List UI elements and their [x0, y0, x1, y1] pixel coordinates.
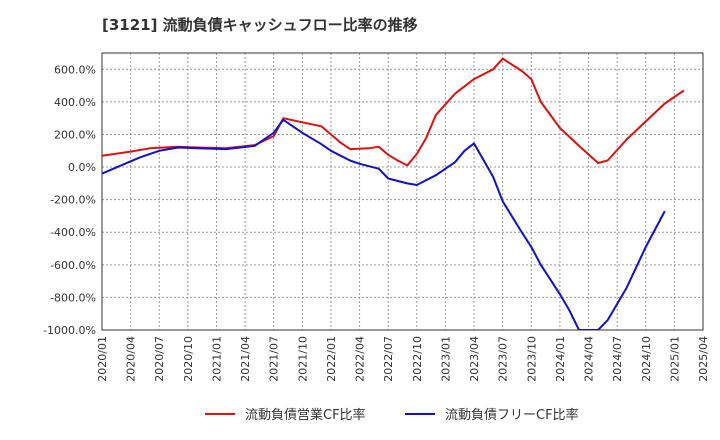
- x-tick-label: 2020/04: [125, 336, 138, 382]
- x-tick-label: 2024/01: [554, 336, 567, 382]
- x-tick-label: 2021/01: [210, 336, 223, 382]
- y-tick-label: -1000.0%: [43, 324, 96, 337]
- x-tick-label: 2023/04: [468, 336, 481, 382]
- y-tick-label: 200.0%: [54, 128, 96, 141]
- x-tick-label: 2021/04: [239, 336, 252, 382]
- x-tick-label: 2023/10: [525, 336, 538, 382]
- x-tick-label: 2022/10: [411, 336, 424, 382]
- y-tick-label: 600.0%: [54, 63, 96, 76]
- legend-label-2: 流動負債フリーCF比率: [445, 407, 579, 423]
- x-tick-label: 2021/10: [296, 336, 309, 382]
- series-line-2: [102, 118, 666, 330]
- x-tick-label: 2023/01: [439, 336, 452, 382]
- x-tick-label: 2022/04: [354, 336, 367, 382]
- x-tick-label: 2021/07: [268, 336, 281, 382]
- y-tick-label: -200.0%: [50, 194, 96, 207]
- x-tick-label: 2024/07: [611, 336, 624, 382]
- x-tick-label: 2025/01: [668, 336, 681, 382]
- plot-area: 600.0% 400.0% 200.0% 0.0% -200.0% -400.0% -600…: [43, 52, 710, 382]
- y-tick-label: -400.0%: [50, 226, 96, 239]
- plot-frame: [101, 52, 704, 331]
- y-tick-label: 400.0%: [54, 96, 96, 109]
- legend: 流動負債営業CF比率 流動負債フリーCF比率: [205, 407, 579, 423]
- x-tick-label: 2022/07: [382, 336, 395, 382]
- x-tick-label: 2020/01: [96, 336, 109, 382]
- series-group: [102, 57, 685, 330]
- x-tick-label: 2020/07: [153, 336, 166, 382]
- y-tick-label: 0.0%: [68, 161, 96, 174]
- x-tick-label: 2022/01: [325, 336, 338, 382]
- x-tick-label: 2020/10: [182, 336, 195, 382]
- legend-label-1: 流動負債営業CF比率: [245, 407, 366, 423]
- x-tick-label: 2024/10: [640, 336, 653, 382]
- x-tick-label: 2025/04: [697, 336, 710, 382]
- x-tick-label: 2023/07: [497, 336, 510, 382]
- x-tick-label: 2024/04: [583, 336, 596, 382]
- y-tick-label: -800.0%: [50, 291, 96, 304]
- y-tick-label: -600.0%: [50, 259, 96, 272]
- chart-title: [3121] 流動負債キャッシュフロー比率の推移: [102, 16, 418, 34]
- plot-border: [101, 52, 704, 331]
